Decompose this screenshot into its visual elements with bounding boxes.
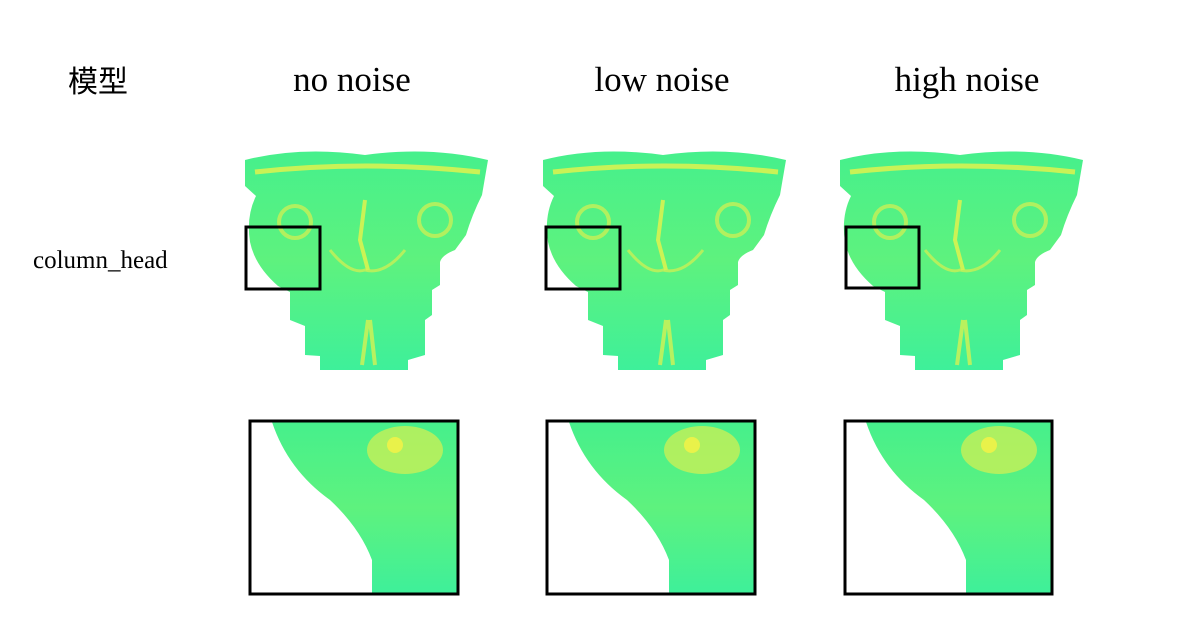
zoom-render	[272, 422, 458, 594]
zoom-region	[544, 225, 622, 291]
zoom-frame	[248, 419, 460, 596]
row-header: 模型	[68, 65, 128, 100]
zoom-render	[569, 422, 755, 594]
model-render	[543, 151, 786, 370]
row-label: column_head	[33, 247, 168, 274]
column-header: high noise	[895, 60, 1040, 99]
zoom-region	[844, 225, 921, 290]
zoom-frame	[843, 419, 1054, 596]
column-header: low noise	[594, 60, 729, 99]
zoom-region	[244, 225, 322, 291]
model-render	[840, 151, 1083, 370]
zoom-render	[866, 422, 1052, 594]
zoom-frame	[545, 419, 757, 596]
model-render	[245, 151, 488, 370]
column-header: no noise	[293, 60, 411, 99]
